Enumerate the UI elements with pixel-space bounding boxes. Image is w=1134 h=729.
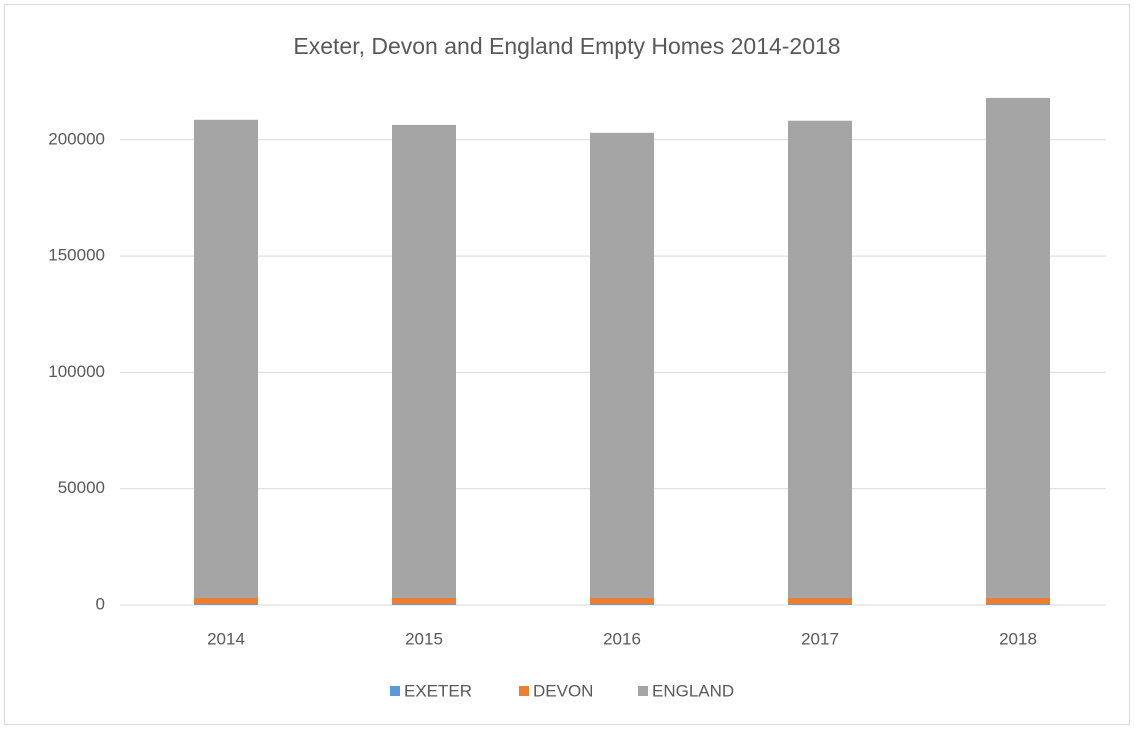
bar-segment (392, 124, 456, 599)
x-tick-label: 2017 (801, 629, 839, 648)
bar-segment (590, 598, 654, 605)
x-tick-label: 2018 (999, 629, 1037, 648)
y-tick-label: 200000 (48, 129, 105, 148)
bar-segment (590, 132, 654, 599)
legend-label: ENGLAND (652, 681, 734, 700)
legend-swatch (638, 686, 648, 696)
y-tick-label: 0 (96, 594, 105, 613)
legend-swatch (390, 686, 400, 696)
x-tick-label: 2014 (207, 629, 245, 648)
bar-segment (194, 598, 258, 605)
x-tick-label: 2015 (405, 629, 443, 648)
bar-segment (788, 604, 852, 605)
bar-segment (590, 604, 654, 605)
bar-segment (194, 604, 258, 605)
y-tick-label: 150000 (48, 246, 105, 265)
bar-segment (788, 120, 852, 599)
bar-segment (986, 598, 1050, 605)
bar-segment (788, 598, 852, 605)
bar-segment (986, 97, 1050, 599)
bar-segment (986, 604, 1050, 605)
y-tick-label: 100000 (48, 362, 105, 381)
y-tick-label: 50000 (58, 478, 105, 497)
chart-frame (4, 4, 1130, 725)
chart-title: Exeter, Devon and England Empty Homes 20… (293, 33, 840, 59)
bar-segment (392, 604, 456, 605)
bar-segment (392, 598, 456, 605)
x-tick-label: 2016 (603, 629, 641, 648)
legend-label: DEVON (533, 681, 593, 700)
legend-swatch (519, 686, 529, 696)
legend-label: EXETER (404, 681, 472, 700)
bar-segment (194, 119, 258, 599)
